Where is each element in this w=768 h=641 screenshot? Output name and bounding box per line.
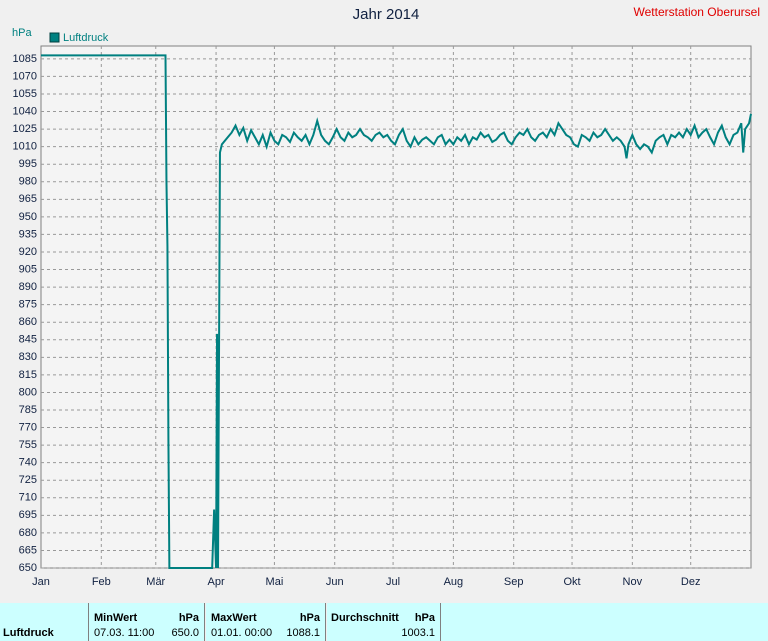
y-tick-label: 1010 — [13, 141, 37, 153]
x-tick-label: Feb — [92, 576, 111, 588]
col-time: 07.03. 11:00 — [94, 627, 155, 639]
x-tick-label: Aug — [444, 576, 464, 588]
y-tick-label: 875 — [19, 299, 37, 311]
y-tick-label: 995 — [19, 158, 37, 170]
col-unit: hPa — [299, 612, 320, 624]
y-tick-label: 695 — [19, 509, 37, 521]
chart: Jahr 2014 Wetterstation Oberursel hPa 65… — [12, 5, 761, 588]
y-tick-label: 680 — [19, 527, 37, 539]
y-tick-label: 800 — [19, 386, 37, 398]
summary-cell: MinWert hPa 07.03. 11:00 650.0 — [89, 603, 205, 641]
summary-cell: Durchschnitt hPa 1003.1 — [327, 603, 441, 641]
y-tick-label: 890 — [19, 281, 37, 293]
col-value: 1003.1 — [401, 627, 435, 639]
y-tick-label: 740 — [19, 457, 37, 469]
summary-label-cell: Luftdruck — [0, 603, 89, 641]
summary-empty — [441, 603, 768, 641]
y-tick-label: 1085 — [13, 53, 37, 65]
col-title: MaxWert — [211, 612, 257, 624]
y-tick-label: 1040 — [13, 105, 37, 117]
col-title: Durchschnitt — [331, 612, 399, 624]
col-title: MinWert — [94, 612, 138, 624]
col-time: 01.01. 00:00 — [211, 627, 273, 639]
y-tick-label: 725 — [19, 474, 37, 486]
x-tick-label: Dez — [681, 576, 701, 588]
station-name: Wetterstation Oberursel — [634, 5, 761, 19]
y-tick-label: 815 — [19, 369, 37, 381]
summary-cell: MaxWert hPa 01.01. 00:00 1088.1 — [206, 603, 326, 641]
x-tick-label: Jan — [32, 576, 50, 588]
y-tick-label: 935 — [19, 228, 37, 240]
chart-title: Jahr 2014 — [353, 6, 420, 23]
y-tick-label: 965 — [19, 193, 37, 205]
x-tick-label: Apr — [208, 576, 225, 588]
y-unit: hPa — [12, 27, 32, 39]
y-tick-label: 755 — [19, 439, 37, 451]
x-tick-label: Mai — [266, 576, 284, 588]
y-tick-label: 1070 — [13, 70, 37, 82]
x-tick-label: Mär — [146, 576, 165, 588]
y-tick-label: 650 — [19, 562, 37, 574]
x-tick-label: Jul — [386, 576, 400, 588]
legend-swatch — [49, 32, 60, 43]
y-tick-label: 950 — [19, 211, 37, 223]
x-tick-label: Nov — [623, 576, 643, 588]
y-tick-label: 845 — [19, 334, 37, 346]
plot-area — [40, 45, 752, 569]
x-tick-label: Okt — [563, 576, 580, 588]
y-tick-label: 710 — [19, 492, 37, 504]
y-tick-label: 860 — [19, 316, 37, 328]
y-tick-label: 920 — [19, 246, 37, 258]
col-value: 650.0 — [171, 627, 199, 639]
col-value: 1088.1 — [286, 627, 320, 639]
y-tick-label: 770 — [19, 421, 37, 433]
y-tick-label: 905 — [19, 263, 37, 275]
x-tick-label: Jun — [326, 576, 344, 588]
legend-label: Luftdruck — [63, 32, 109, 44]
col-unit: hPa — [178, 612, 199, 624]
data-line — [41, 54, 752, 569]
y-tick-label: 830 — [19, 351, 37, 363]
y-tick-label: 665 — [19, 544, 37, 556]
col-unit: hPa — [414, 612, 435, 624]
y-tick-label: 785 — [19, 404, 37, 416]
x-tick-label: Sep — [504, 576, 524, 588]
y-tick-label: 980 — [19, 176, 37, 188]
y-tick-label: 1055 — [13, 88, 37, 100]
y-tick-label: 1025 — [13, 123, 37, 135]
row-label: Luftdruck — [3, 627, 54, 639]
